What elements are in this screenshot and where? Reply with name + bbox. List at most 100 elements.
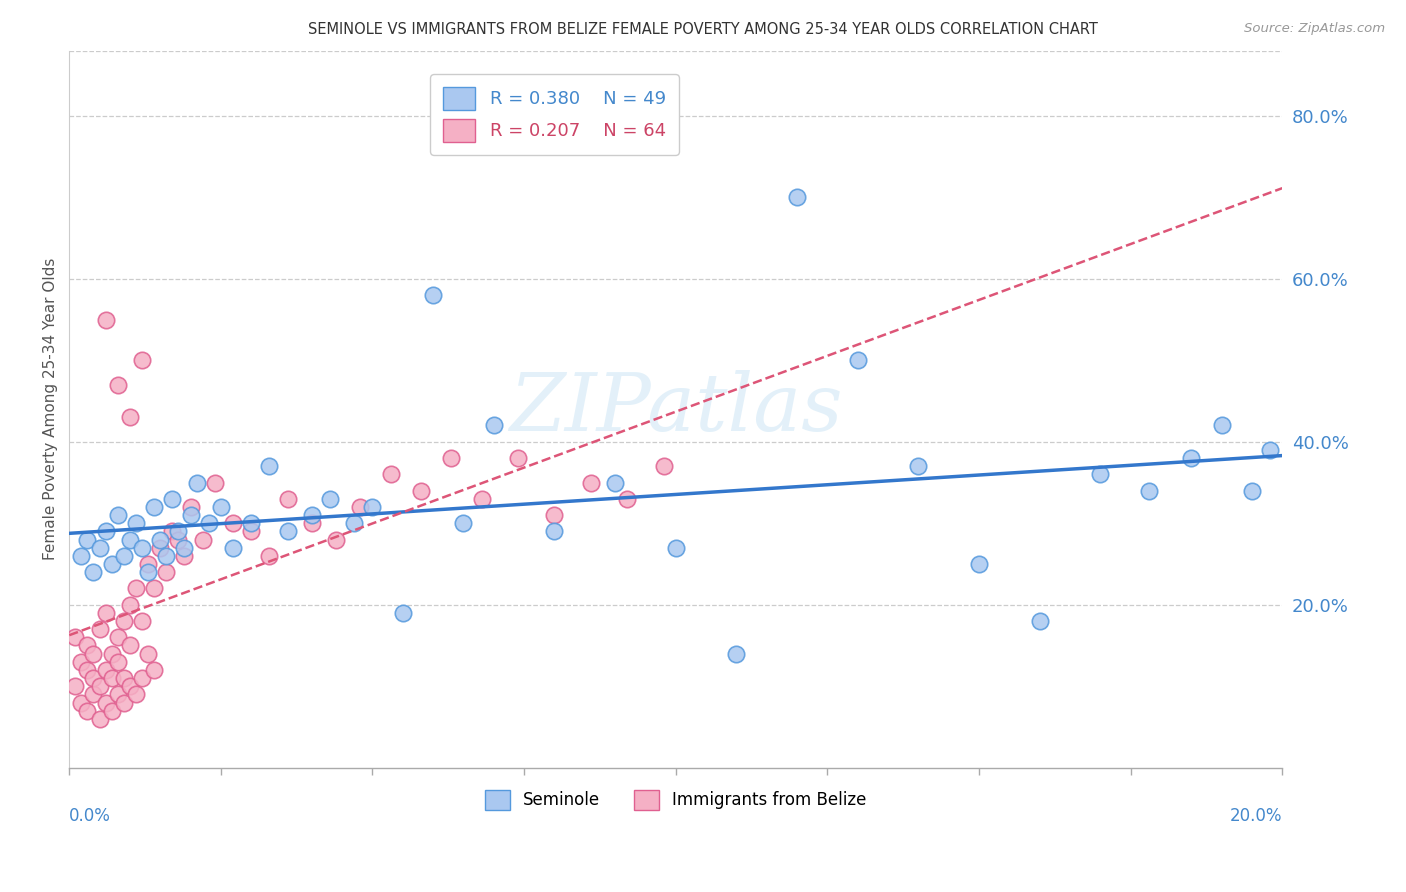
- Point: [107, 631, 129, 645]
- Point: [603, 475, 626, 490]
- Point: [907, 459, 929, 474]
- Point: [70, 655, 93, 669]
- Point: [118, 679, 141, 693]
- Point: [180, 508, 202, 522]
- Point: [579, 475, 602, 490]
- Point: [143, 582, 166, 596]
- Point: [191, 533, 214, 547]
- Point: [70, 549, 93, 563]
- Point: [162, 524, 184, 539]
- Point: [76, 663, 98, 677]
- Text: 20.0%: 20.0%: [1230, 807, 1282, 825]
- Point: [1090, 467, 1112, 482]
- Point: [155, 565, 177, 579]
- Point: [94, 696, 117, 710]
- Point: [107, 377, 129, 392]
- Point: [149, 541, 172, 555]
- Point: [209, 500, 232, 514]
- Point: [422, 288, 444, 302]
- Point: [143, 500, 166, 514]
- Point: [125, 582, 148, 596]
- Point: [65, 679, 87, 693]
- Point: [361, 500, 384, 514]
- Point: [131, 353, 153, 368]
- Point: [118, 639, 141, 653]
- Point: [94, 606, 117, 620]
- Text: 0.0%: 0.0%: [69, 807, 111, 825]
- Point: [1137, 483, 1160, 498]
- Point: [506, 451, 529, 466]
- Point: [94, 312, 117, 326]
- Point: [149, 533, 172, 547]
- Point: [76, 533, 98, 547]
- Point: [143, 663, 166, 677]
- Point: [725, 647, 748, 661]
- Point: [131, 671, 153, 685]
- Point: [222, 516, 245, 531]
- Point: [616, 491, 638, 506]
- Point: [259, 459, 281, 474]
- Point: [112, 614, 135, 628]
- Point: [89, 679, 111, 693]
- Point: [89, 622, 111, 636]
- Point: [131, 541, 153, 555]
- Point: [107, 655, 129, 669]
- Point: [1211, 418, 1233, 433]
- Point: [197, 516, 219, 531]
- Point: [82, 565, 104, 579]
- Point: [155, 549, 177, 563]
- Point: [112, 549, 135, 563]
- Point: [100, 671, 122, 685]
- Point: [349, 500, 371, 514]
- Point: [277, 491, 299, 506]
- Point: [94, 524, 117, 539]
- Point: [259, 549, 281, 563]
- Point: [846, 353, 869, 368]
- Point: [277, 524, 299, 539]
- Point: [665, 541, 688, 555]
- Point: [100, 647, 122, 661]
- Point: [70, 696, 93, 710]
- Point: [440, 451, 463, 466]
- Point: [319, 491, 342, 506]
- Point: [240, 524, 263, 539]
- Point: [380, 467, 402, 482]
- Point: [167, 533, 190, 547]
- Point: [1028, 614, 1050, 628]
- Text: ZIPatlas: ZIPatlas: [509, 370, 842, 448]
- Point: [391, 606, 413, 620]
- Point: [301, 516, 323, 531]
- Point: [543, 524, 565, 539]
- Point: [76, 639, 98, 653]
- Point: [94, 663, 117, 677]
- Point: [409, 483, 432, 498]
- Point: [112, 696, 135, 710]
- Point: [186, 475, 208, 490]
- Point: [162, 491, 184, 506]
- Point: [173, 541, 195, 555]
- Point: [786, 190, 808, 204]
- Point: [136, 557, 159, 571]
- Point: [82, 687, 104, 701]
- Point: [222, 541, 245, 555]
- Y-axis label: Female Poverty Among 25-34 Year Olds: Female Poverty Among 25-34 Year Olds: [44, 258, 58, 560]
- Point: [82, 671, 104, 685]
- Point: [136, 565, 159, 579]
- Point: [136, 647, 159, 661]
- Point: [100, 704, 122, 718]
- Point: [325, 533, 347, 547]
- Point: [240, 516, 263, 531]
- Legend: Seminole, Immigrants from Belize: Seminole, Immigrants from Belize: [478, 783, 873, 817]
- Point: [76, 704, 98, 718]
- Point: [1258, 442, 1281, 457]
- Point: [118, 533, 141, 547]
- Point: [100, 557, 122, 571]
- Point: [107, 508, 129, 522]
- Point: [89, 712, 111, 726]
- Point: [112, 671, 135, 685]
- Point: [652, 459, 675, 474]
- Point: [543, 508, 565, 522]
- Point: [65, 631, 87, 645]
- Point: [967, 557, 990, 571]
- Point: [118, 598, 141, 612]
